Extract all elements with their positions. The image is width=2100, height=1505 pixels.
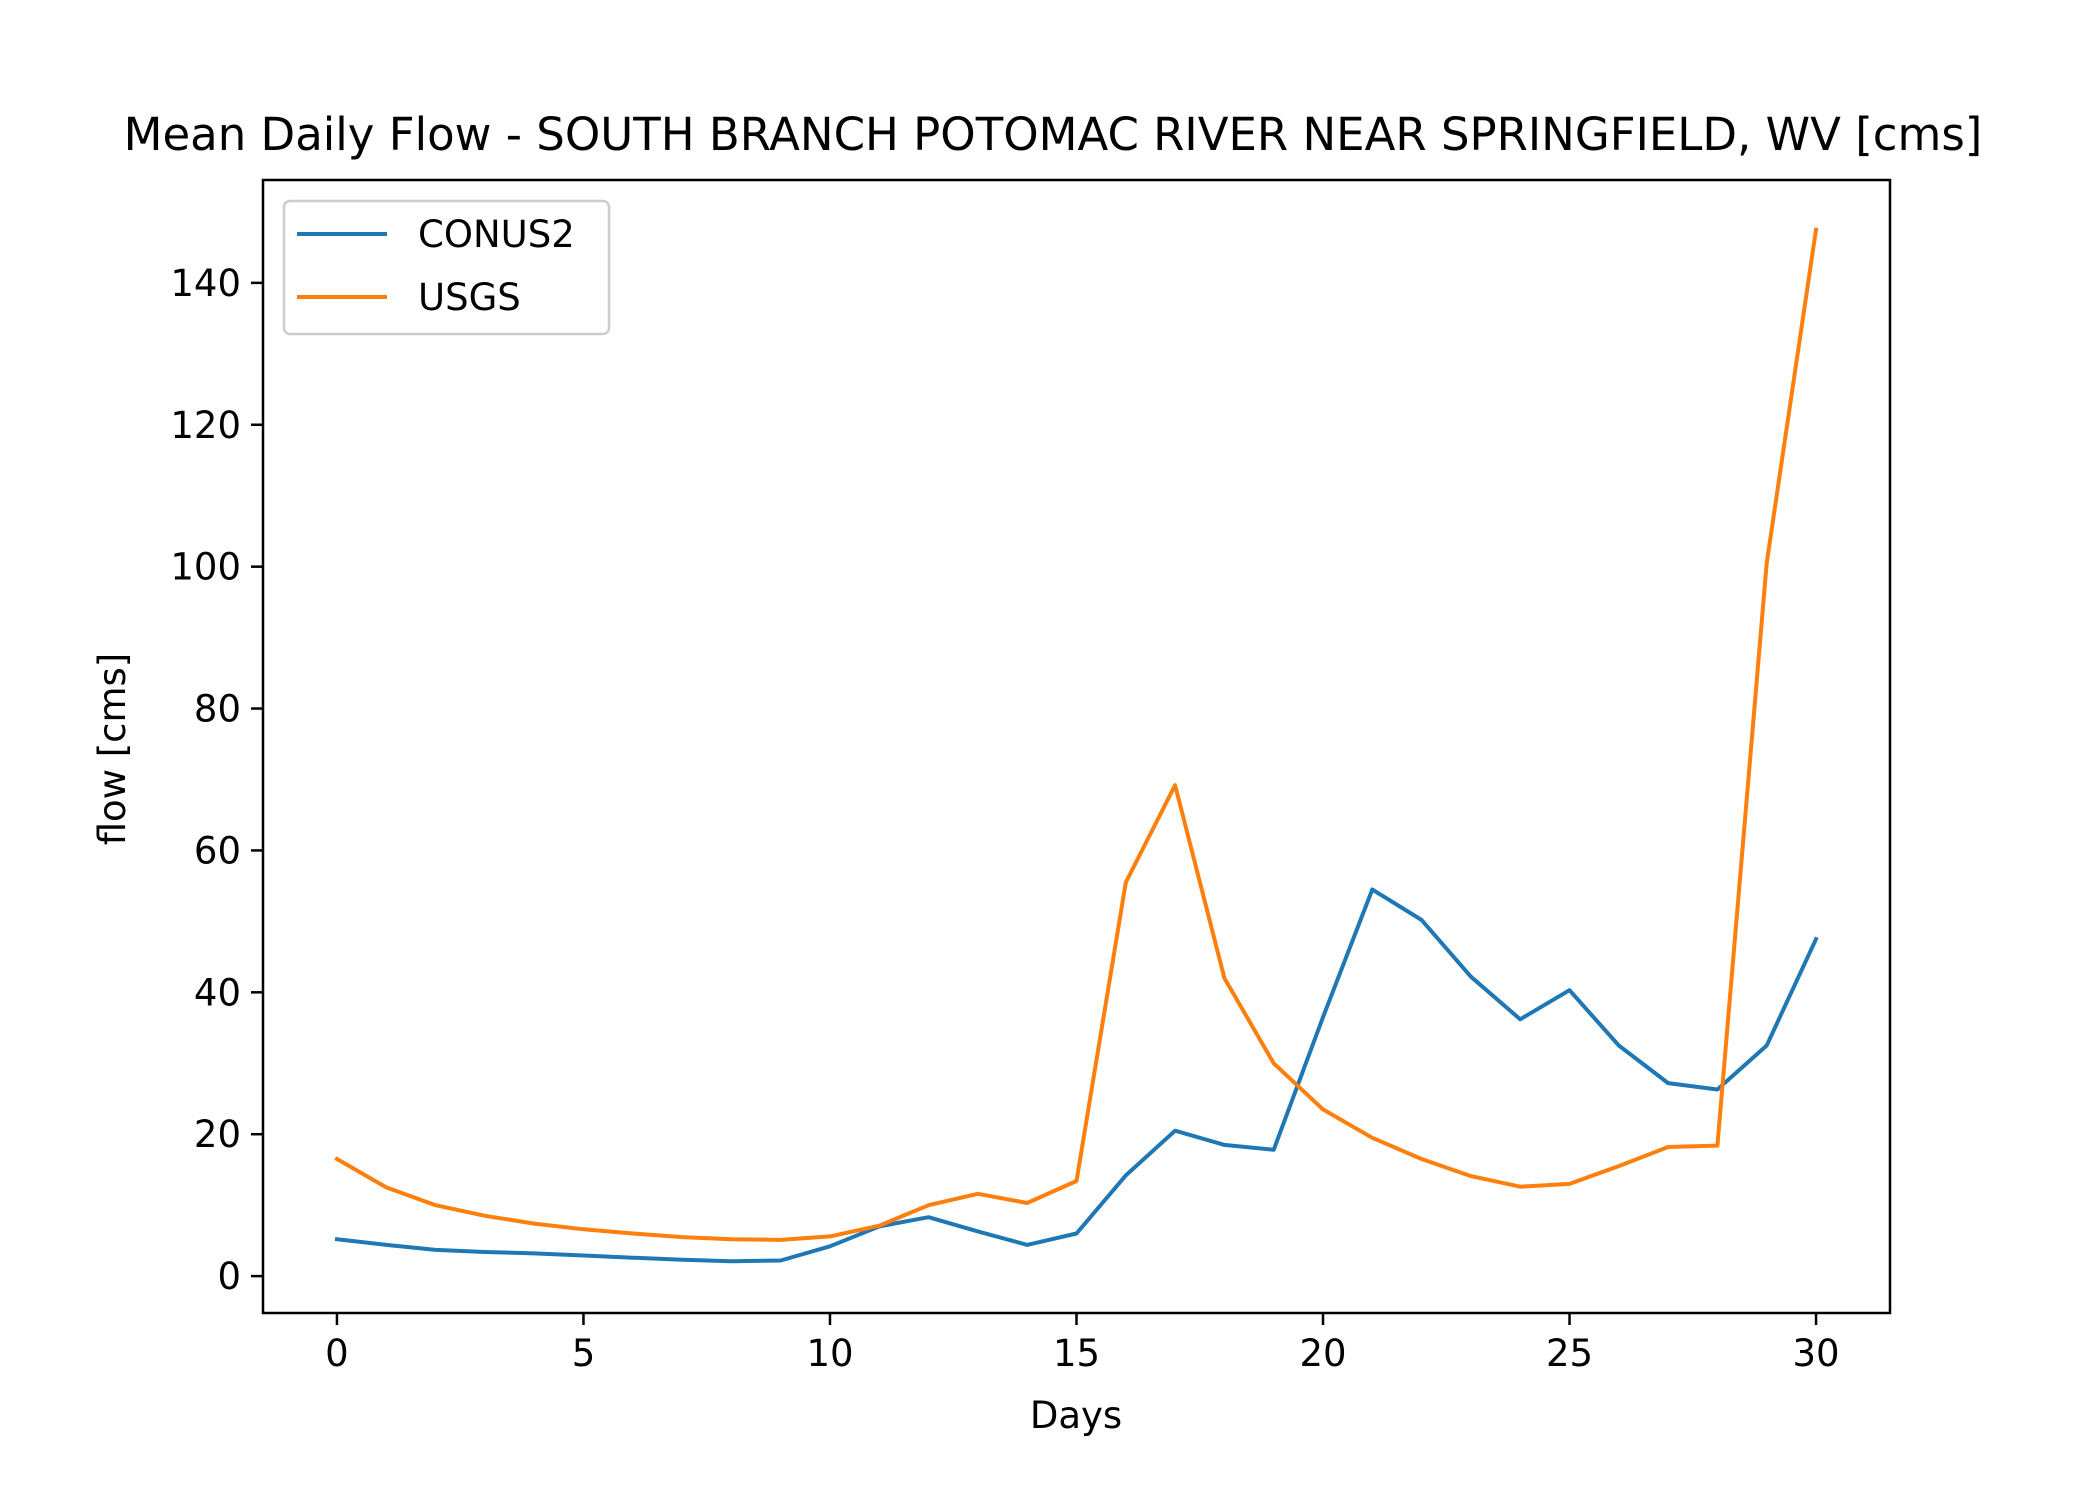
y-tick-label: 100 — [170, 546, 241, 589]
x-tick-label: 25 — [1546, 1332, 1593, 1375]
x-tick-label: 15 — [1053, 1332, 1100, 1375]
x-tick-label: 20 — [1299, 1332, 1346, 1375]
y-tick-label: 40 — [194, 971, 241, 1014]
chart-title: Mean Daily Flow - SOUTH BRANCH POTOMAC R… — [124, 108, 1983, 161]
y-tick-label: 60 — [194, 829, 241, 872]
x-axis-label: Days — [1030, 1394, 1122, 1437]
legend-label-usgs: USGS — [418, 276, 521, 319]
x-tick-label: 10 — [806, 1332, 853, 1375]
x-tick-label: 30 — [1792, 1332, 1839, 1375]
y-tick-label: 80 — [194, 688, 241, 731]
x-tick-label: 5 — [572, 1332, 596, 1375]
series-line-conus2 — [334, 887, 1819, 1264]
y-tick-label: 140 — [170, 262, 241, 305]
series-line-usgs — [334, 227, 1819, 1242]
y-tick-label: 120 — [170, 404, 241, 447]
x-tick-label: 0 — [325, 1332, 349, 1375]
y-tick-label: 0 — [217, 1255, 241, 1298]
legend-label-conus2: CONUS2 — [418, 213, 575, 256]
legend: CONUS2 USGS — [282, 199, 611, 336]
plot-area-frame — [261, 178, 1892, 1315]
y-tick-label: 20 — [194, 1113, 241, 1156]
y-axis-label: flow [cms] — [91, 653, 134, 846]
series-lines — [334, 227, 1819, 1264]
axis-ticks: 0 5 10 15 20 25 30 0 20 40 60 80 100 120 140 — [170, 262, 1839, 1375]
